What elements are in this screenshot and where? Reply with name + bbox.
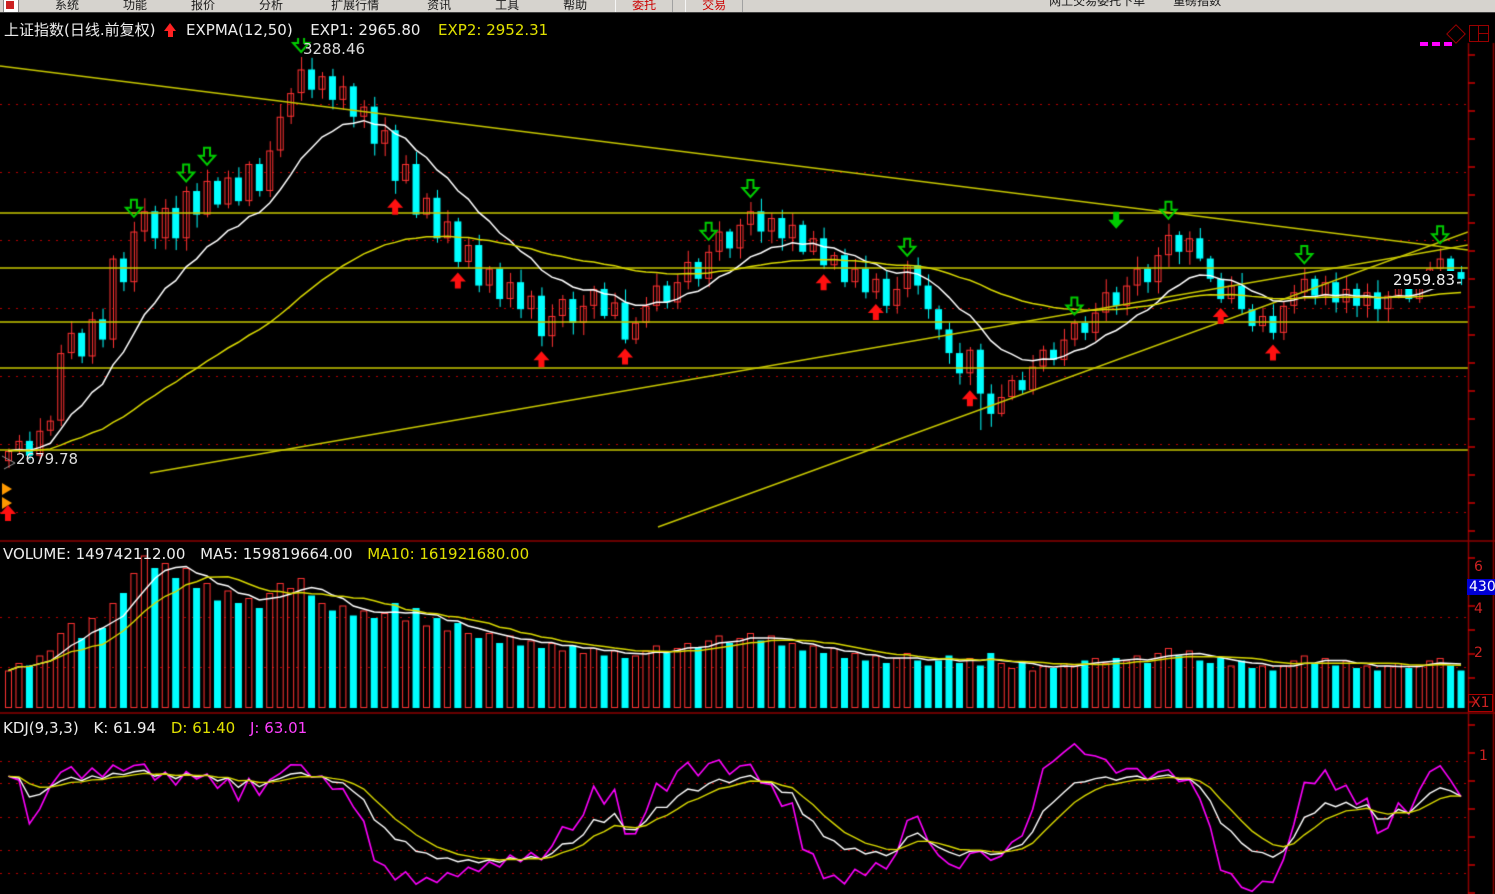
magenta-dot-marker — [1432, 42, 1440, 46]
menu-right-text[interactable]: 网上交易委托下单 — [1049, 0, 1146, 8]
kdj-d-value: D: 61.40 — [170, 719, 236, 737]
volume-header-row: VOLUME: 149742112.00 MA5: 159819664.00 M… — [3, 545, 539, 563]
magenta-dot-marker — [1444, 42, 1452, 46]
menu-hot-item[interactable]: 委托 — [615, 0, 674, 12]
menu-row: 系统 功能 报价 分析 扩展行情 资讯 工具 帮助 委托 交易 网上交易委托下单 重磅指数 — [0, 0, 1495, 12]
low-price-label: 2679.78 — [16, 450, 79, 468]
menu-item[interactable]: 资讯 — [427, 0, 452, 12]
volume-axis-tick-top: 6 — [1474, 559, 1483, 575]
kdj-axis-tick-top: 1 — [1479, 748, 1488, 764]
volume-ma10-value: MA10: 161921680.00 — [367, 545, 530, 563]
menu-items: 系统 功能 报价 分析 扩展行情 资讯 工具 帮助 — [33, 0, 609, 12]
volume-scale-multiplier: X1 — [1468, 694, 1493, 712]
main-chart-title-row: 上证指数(日线.前复权) EXPMA(12,50) EXP1: 2965.80 … — [4, 19, 548, 40]
menu-item[interactable]: 分析 — [259, 0, 284, 12]
menu-bar: 系统 功能 报价 分析 扩展行情 资讯 工具 帮助 委托 交易 网上交易委托下单 重磅指数 — [0, 0, 1495, 13]
last-price-label: 2959.83 — [1391, 271, 1458, 289]
split-window-icon[interactable] — [1469, 25, 1489, 42]
kdj-header-row: KDJ(9,3,3) K: 61.94 D: 61.40 J: 63.01 — [3, 719, 317, 737]
menu-item[interactable]: 帮助 — [563, 0, 588, 12]
menu-hot-item[interactable]: 交易 — [685, 0, 744, 12]
menu-item[interactable]: 报价 — [191, 0, 216, 12]
volume-axis-tick-low: 2 — [1474, 645, 1483, 661]
volume-axis-current-badge: 430 — [1467, 579, 1495, 595]
exp2-value: EXP2: 2952.31 — [438, 21, 549, 39]
up-arrow-icon — [164, 23, 177, 37]
app-icon[interactable] — [3, 0, 19, 12]
menu-right-text-2[interactable]: 重磅指数 — [1173, 0, 1222, 8]
menu-item[interactable]: 功能 — [123, 0, 148, 12]
symbol-title[interactable]: 上证指数(日线.前复权) — [4, 21, 156, 39]
menu-hot-items: 委托 交易 — [609, 0, 749, 12]
kdj-indicator-name[interactable]: KDJ(9,3,3) — [3, 719, 79, 737]
peak-price-label: 3288.46 — [303, 40, 366, 58]
menu-item[interactable]: 工具 — [495, 0, 520, 12]
chart-canvas[interactable] — [0, 13, 1495, 894]
magenta-dot-marker — [1420, 42, 1428, 46]
volume-value[interactable]: VOLUME: 149742112.00 — [3, 545, 186, 563]
kdj-j-value: J: 63.01 — [249, 719, 308, 737]
kdj-k-value: K: 61.94 — [93, 719, 157, 737]
volume-axis-tick-mid: 4 — [1474, 601, 1483, 617]
menu-item[interactable]: 系统 — [55, 0, 80, 12]
menu-item[interactable]: 扩展行情 — [331, 0, 380, 12]
indicator-name[interactable]: EXPMA(12,50) — [186, 21, 293, 39]
exp1-value: EXP1: 2965.80 — [310, 21, 421, 39]
volume-ma5-value: MA5: 159819664.00 — [200, 545, 353, 563]
